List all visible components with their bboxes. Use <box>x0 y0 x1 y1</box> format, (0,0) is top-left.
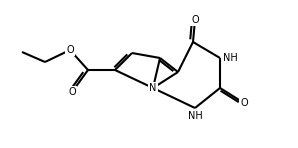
Text: O: O <box>68 87 76 97</box>
Text: NH: NH <box>223 53 238 63</box>
Text: O: O <box>191 15 199 25</box>
Text: N: N <box>149 83 157 93</box>
Text: O: O <box>66 45 74 55</box>
Text: NH: NH <box>188 111 202 121</box>
Text: O: O <box>240 98 248 108</box>
